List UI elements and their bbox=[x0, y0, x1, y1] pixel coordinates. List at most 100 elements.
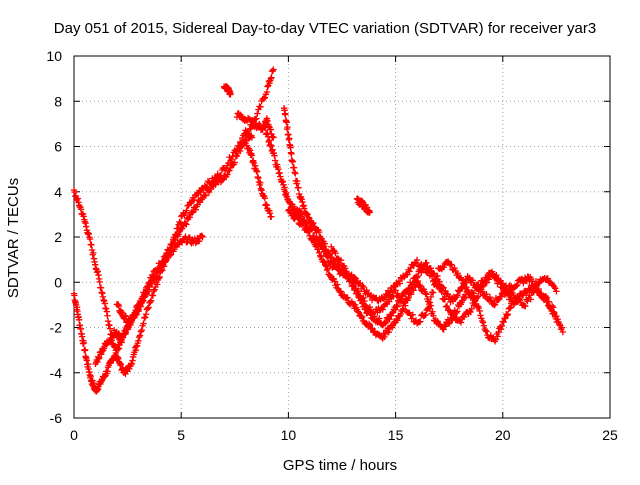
data-point bbox=[350, 279, 357, 286]
data-point bbox=[351, 280, 359, 287]
data-point bbox=[407, 264, 414, 272]
data-point bbox=[443, 302, 451, 310]
data-point bbox=[224, 171, 231, 178]
data-point bbox=[402, 302, 409, 309]
data-point bbox=[301, 216, 308, 224]
data-point bbox=[248, 152, 256, 159]
data-point bbox=[407, 291, 415, 298]
data-point bbox=[366, 303, 374, 311]
data-point bbox=[498, 322, 506, 330]
data-point bbox=[552, 313, 559, 321]
data-point bbox=[441, 296, 449, 303]
data-point bbox=[421, 262, 428, 269]
data-point bbox=[422, 290, 429, 297]
data-point bbox=[292, 170, 299, 177]
data-series-track-f bbox=[233, 110, 277, 141]
data-point bbox=[142, 311, 150, 318]
data-point bbox=[527, 296, 534, 303]
data-point bbox=[248, 134, 256, 141]
data-point bbox=[481, 277, 488, 284]
data-point bbox=[235, 142, 243, 150]
data-point bbox=[146, 283, 153, 291]
data-point bbox=[475, 304, 482, 312]
data-point bbox=[381, 333, 388, 341]
data-point bbox=[155, 266, 163, 274]
x-tick-label: 25 bbox=[602, 427, 618, 443]
data-point bbox=[268, 213, 275, 220]
data-point bbox=[75, 316, 83, 324]
data-point bbox=[358, 198, 366, 205]
data-point bbox=[476, 307, 483, 315]
data-point bbox=[497, 293, 505, 300]
data-point bbox=[140, 320, 147, 327]
data-point bbox=[386, 316, 393, 323]
data-point bbox=[257, 103, 264, 111]
data-point bbox=[467, 308, 474, 316]
data-point bbox=[358, 312, 365, 320]
data-series-track-b bbox=[70, 127, 256, 378]
data-point bbox=[411, 260, 419, 267]
data-point bbox=[429, 308, 436, 315]
data-point bbox=[148, 271, 156, 279]
data-point bbox=[183, 221, 190, 228]
data-point bbox=[368, 309, 376, 316]
data-point bbox=[140, 297, 147, 304]
data-point bbox=[454, 292, 461, 299]
data-point bbox=[270, 134, 277, 141]
data-point bbox=[376, 315, 383, 322]
data-point bbox=[470, 290, 478, 297]
data-point bbox=[418, 269, 425, 276]
data-point bbox=[545, 298, 553, 306]
data-point bbox=[451, 264, 458, 272]
data-point bbox=[382, 318, 390, 326]
data-point bbox=[448, 261, 455, 268]
data-point bbox=[543, 294, 550, 301]
data-point bbox=[324, 265, 332, 272]
data-point bbox=[544, 275, 552, 282]
data-point bbox=[360, 294, 367, 302]
x-axis-label: GPS time / hours bbox=[283, 457, 397, 474]
data-point bbox=[471, 298, 479, 305]
y-tick-label: -2 bbox=[50, 320, 63, 336]
data-point bbox=[231, 159, 238, 166]
data-point bbox=[451, 313, 458, 320]
data-point bbox=[112, 347, 120, 354]
data-point bbox=[117, 360, 125, 368]
axis-ticks: 0 5 10 15 20 25 -6 -4 -2 0 2 4 6 8 10 bbox=[46, 48, 618, 443]
data-point bbox=[430, 312, 437, 319]
data-point bbox=[261, 194, 269, 202]
data-point bbox=[398, 296, 406, 303]
data-point bbox=[260, 95, 267, 102]
data-point bbox=[227, 91, 234, 98]
data-point bbox=[365, 320, 373, 328]
data-series-track-m bbox=[353, 195, 374, 216]
data-point bbox=[254, 110, 261, 117]
x-tick-label: 10 bbox=[281, 427, 297, 443]
data-series-track-k bbox=[295, 212, 560, 326]
data-point bbox=[534, 280, 542, 287]
data-point bbox=[323, 253, 331, 260]
data-point bbox=[217, 172, 225, 179]
data-point bbox=[170, 248, 177, 255]
data-point bbox=[198, 232, 205, 239]
data-series-track-d bbox=[92, 301, 144, 368]
data-point bbox=[522, 303, 529, 310]
data-point bbox=[379, 306, 386, 313]
data-point bbox=[461, 313, 468, 321]
data-point bbox=[385, 298, 393, 305]
data-point bbox=[156, 267, 163, 275]
data-point bbox=[425, 303, 433, 311]
data-point bbox=[394, 290, 401, 297]
data-point bbox=[250, 159, 258, 167]
data-point bbox=[428, 273, 436, 280]
data-point bbox=[166, 252, 174, 259]
y-tick-label: 2 bbox=[54, 229, 62, 245]
data-point bbox=[285, 131, 292, 138]
data-series-track-g bbox=[242, 137, 275, 221]
y-tick-label: 0 bbox=[54, 274, 62, 290]
data-point bbox=[388, 309, 396, 317]
data-point bbox=[549, 304, 557, 311]
data-point bbox=[316, 249, 323, 257]
data-point bbox=[423, 291, 430, 298]
